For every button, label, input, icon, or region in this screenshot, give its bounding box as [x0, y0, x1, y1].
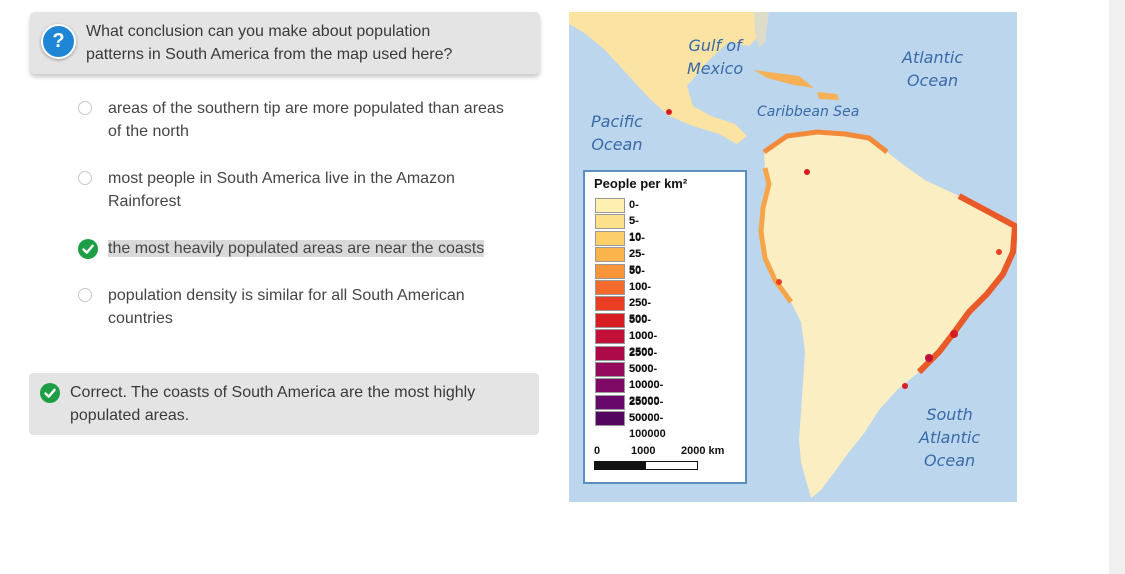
legend-swatch	[595, 280, 625, 295]
selected-check-icon[interactable]	[78, 239, 98, 259]
scale-end: 2000 km	[681, 445, 725, 457]
scale-mid: 1000	[631, 445, 656, 457]
map-label-pacific-ocean: Pacific Ocean	[591, 112, 643, 154]
feedback-box: Correct. The coasts of South America are…	[29, 373, 539, 435]
map-label-south-atlantic-ocean: South Atlantic Ocean	[919, 405, 981, 470]
legend-swatch	[595, 263, 625, 279]
legend-label: 2500-5000	[629, 346, 658, 375]
legend-label: 10000-25000	[629, 379, 664, 408]
legend-label: 0-5	[629, 199, 639, 227]
legend-swatch	[595, 247, 625, 263]
page-scrollbar[interactable]	[1109, 0, 1125, 574]
legend-swatch	[595, 214, 625, 230]
legend-swatch	[595, 394, 625, 410]
legend-label: 5-10	[629, 215, 642, 244]
legend-title: People per km²	[594, 176, 688, 191]
legend-swatch	[595, 329, 625, 345]
legend-label: 50-100	[629, 264, 648, 293]
map-label-gulf-of-mexico: Gulf of Mexico	[687, 36, 744, 78]
legend-label: 250-500	[629, 297, 652, 326]
answer-option-label: areas of the southern tip are more popul…	[108, 100, 504, 140]
answer-option-label: population density is similar for all So…	[108, 287, 465, 327]
scale-start: 0	[594, 445, 601, 457]
answer-option-label: the most heavily populated areas are nea…	[108, 240, 485, 257]
legend-label: 500-1000	[629, 313, 654, 342]
radio-button[interactable]	[78, 101, 92, 115]
population-density-map: Gulf of Mexico Atlantic Ocean Caribbean …	[569, 12, 1019, 502]
legend-label: 5000-10000	[629, 363, 660, 391]
legend-swatch	[595, 362, 625, 377]
legend-label: 10-25	[629, 231, 645, 260]
legend-label: 50000-100000	[629, 412, 666, 441]
legend-swatch	[595, 345, 625, 361]
legend-swatch	[595, 411, 625, 427]
question-box: ? What conclusion can you make about pop…	[30, 12, 540, 74]
map-label-atlantic-ocean: Atlantic Ocean	[902, 48, 964, 90]
check-icon	[40, 383, 60, 403]
scale-bar	[594, 461, 698, 470]
legend-swatch	[595, 230, 625, 246]
legend-swatch	[595, 378, 625, 394]
map-legend: People per km² 0-5 5-10 10-25 25-50 50-100 10…	[583, 170, 747, 484]
legend-label: 25000-50000	[629, 395, 664, 424]
answer-option-label: most people in South America live in the…	[108, 170, 455, 210]
legend-swatch	[595, 312, 625, 328]
radio-button[interactable]	[78, 171, 92, 185]
question-icon: ?	[41, 24, 76, 59]
legend-swatch	[595, 198, 625, 213]
legend-swatch	[595, 296, 625, 312]
feedback-text: Correct. The coasts of South America are…	[70, 384, 476, 424]
map-label-caribbean-sea: Caribbean Sea	[757, 104, 860, 120]
question-text: What conclusion can you make about popul…	[86, 23, 453, 63]
radio-button[interactable]	[78, 288, 92, 302]
legend-label: 25-50	[629, 248, 645, 277]
legend-label: 1000-2500	[629, 330, 658, 359]
legend-label: 100-250	[629, 281, 652, 309]
